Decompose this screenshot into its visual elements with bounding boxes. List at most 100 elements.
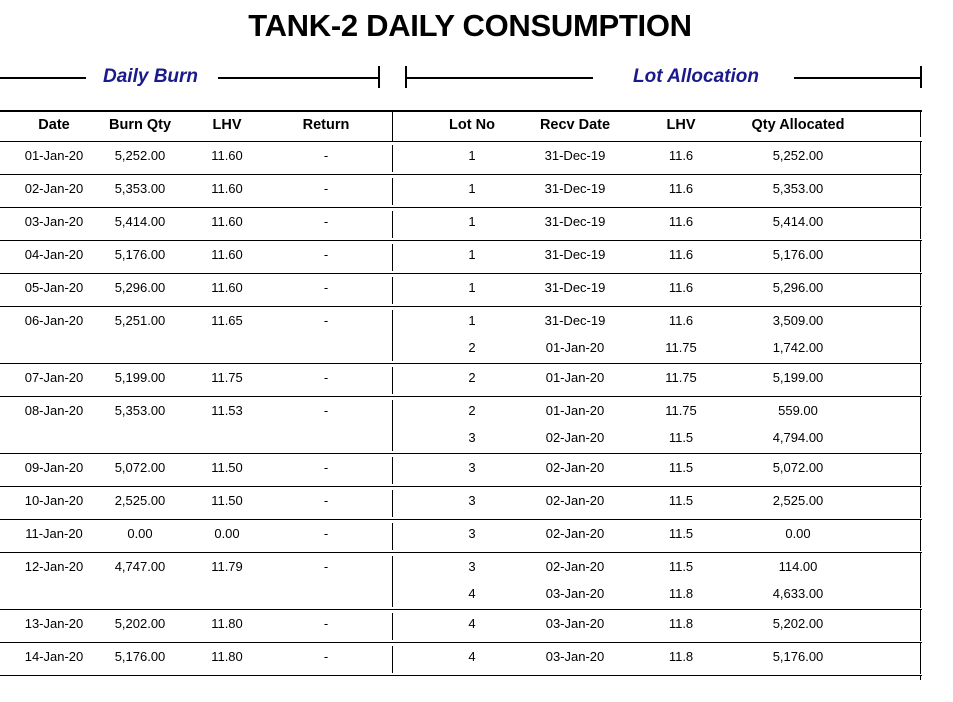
row-rule <box>0 141 922 142</box>
cell-lot-lhv: 11.6 <box>668 214 694 229</box>
cell-qty-allocated: 5,176.00 <box>772 649 824 664</box>
cell-burn-qty: 5,251.00 <box>114 313 166 328</box>
row-right-edge <box>920 610 921 641</box>
cell-lot-no: 2 <box>468 340 476 355</box>
row-separator <box>392 178 393 205</box>
cell-qty-allocated: 5,353.00 <box>772 181 824 196</box>
cell-recv-date: 02-Jan-20 <box>545 526 605 541</box>
cell-burn-qty: 2,525.00 <box>114 493 166 508</box>
col-header-return: Return <box>302 117 350 133</box>
cell-lot-no: 1 <box>468 214 476 229</box>
cell-recv-date: 02-Jan-20 <box>545 460 605 475</box>
cell-qty-allocated: 4,794.00 <box>772 430 824 445</box>
col-header-lot-lhv: LHV <box>666 117 696 133</box>
cell-lot-no: 4 <box>468 616 476 631</box>
row-rule <box>0 396 922 397</box>
row-right-edge <box>920 487 921 518</box>
cell-recv-date: 03-Jan-20 <box>545 586 605 601</box>
cell-date: 03-Jan-20 <box>24 214 84 229</box>
row-rule <box>0 675 922 676</box>
cell-recv-date: 02-Jan-20 <box>545 493 605 508</box>
row-rule <box>0 363 922 364</box>
cell-lot-lhv: 11.5 <box>668 460 694 475</box>
cell-qty-allocated: 1,742.00 <box>772 340 824 355</box>
cell-burn-qty: 4,747.00 <box>114 559 166 574</box>
row-right-edge <box>920 454 921 485</box>
cell-qty-allocated: 5,252.00 <box>772 148 824 163</box>
cell-lhv: 11.60 <box>211 247 243 262</box>
cell-return: - <box>323 148 329 163</box>
cell-return: - <box>323 616 329 631</box>
cell-lot-lhv: 11.75 <box>665 370 697 385</box>
page-title: TANK-2 DAILY CONSUMPTION <box>248 8 692 43</box>
lot-allocation-rule-end <box>920 66 922 88</box>
cell-return: - <box>323 493 329 508</box>
cell-lot-lhv: 11.5 <box>668 493 694 508</box>
cell-lot-no: 1 <box>468 247 476 262</box>
cell-burn-qty: 5,414.00 <box>114 214 166 229</box>
cell-lot-lhv: 11.5 <box>668 559 694 574</box>
cell-lhv: 11.80 <box>211 649 243 664</box>
cell-burn-qty: 5,296.00 <box>114 280 166 295</box>
cell-lot-no: 3 <box>468 460 476 475</box>
cell-lot-no: 2 <box>468 403 476 418</box>
cell-lot-lhv: 11.8 <box>668 616 694 631</box>
cell-lot-lhv: 11.8 <box>668 586 694 601</box>
cell-lhv: 0.00 <box>214 526 240 541</box>
col-header-recv-date: Recv Date <box>539 117 611 133</box>
cell-return: - <box>323 181 329 196</box>
row-separator <box>392 613 393 640</box>
cell-lot-lhv: 11.5 <box>668 430 694 445</box>
cell-lot-no: 4 <box>468 586 476 601</box>
cell-date: 14-Jan-20 <box>24 649 84 664</box>
cell-date: 05-Jan-20 <box>24 280 84 295</box>
cell-lot-no: 4 <box>468 649 476 664</box>
cell-date: 12-Jan-20 <box>24 559 84 574</box>
row-right-edge <box>920 208 921 239</box>
cell-lot-no: 1 <box>468 280 476 295</box>
row-rule <box>0 240 922 241</box>
row-right-edge <box>920 520 921 551</box>
cell-recv-date: 02-Jan-20 <box>545 559 605 574</box>
header-right-edge <box>920 111 921 137</box>
row-separator <box>392 211 393 238</box>
cell-recv-date: 31-Dec-19 <box>544 247 606 262</box>
row-rule <box>0 453 922 454</box>
cell-date: 07-Jan-20 <box>24 370 84 385</box>
cell-return: - <box>323 526 329 541</box>
daily-burn-rule-right <box>218 77 378 79</box>
row-rule <box>0 519 922 520</box>
row-separator <box>392 367 393 394</box>
cell-recv-date: 03-Jan-20 <box>545 616 605 631</box>
cell-return: - <box>323 559 329 574</box>
row-right-edge <box>920 643 921 674</box>
cell-lot-no: 1 <box>468 313 476 328</box>
cell-lot-lhv: 11.6 <box>668 313 694 328</box>
cell-qty-allocated: 114.00 <box>778 559 818 574</box>
cell-lot-lhv: 11.6 <box>668 181 694 196</box>
header-top-rule <box>0 110 922 112</box>
cell-qty-allocated: 2,525.00 <box>772 493 824 508</box>
row-rule <box>0 486 922 487</box>
row-right-edge <box>920 274 921 305</box>
cell-lhv: 11.75 <box>211 370 243 385</box>
cell-qty-allocated: 5,296.00 <box>772 280 824 295</box>
cell-return: - <box>323 370 329 385</box>
cell-qty-allocated: 3,509.00 <box>772 313 824 328</box>
cell-return: - <box>323 403 329 418</box>
cell-burn-qty: 5,199.00 <box>114 370 166 385</box>
cell-recv-date: 02-Jan-20 <box>545 430 605 445</box>
cell-lot-lhv: 11.75 <box>665 403 697 418</box>
cell-date: 02-Jan-20 <box>24 181 84 196</box>
cell-burn-qty: 0.00 <box>127 526 153 541</box>
row-right-edge <box>920 241 921 272</box>
row-right-edge <box>920 175 921 206</box>
cell-lot-lhv: 11.8 <box>668 649 694 664</box>
cell-return: - <box>323 280 329 295</box>
cell-date: 01-Jan-20 <box>24 148 84 163</box>
cell-recv-date: 31-Dec-19 <box>544 214 606 229</box>
row-rule <box>0 174 922 175</box>
cell-recv-date: 31-Dec-19 <box>544 280 606 295</box>
row-separator <box>392 523 393 550</box>
row-right-edge <box>920 142 921 173</box>
